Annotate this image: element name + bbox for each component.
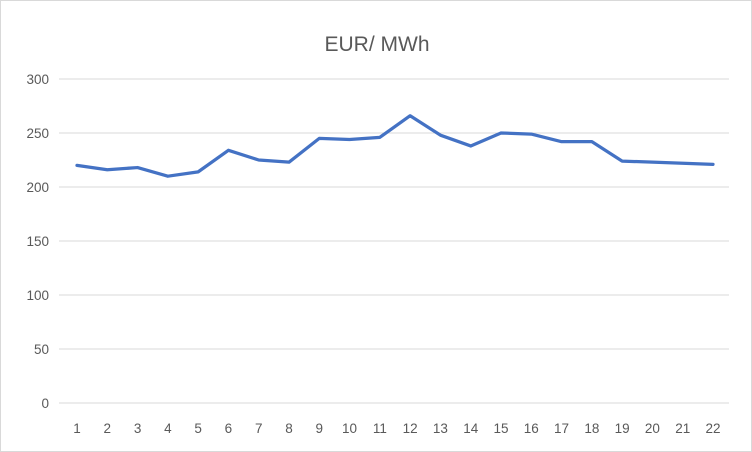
x-tick-label: 18 <box>584 421 599 436</box>
y-tick-label: 250 <box>26 126 49 141</box>
x-tick-label: 14 <box>463 421 479 436</box>
x-tick-label: 16 <box>524 421 539 436</box>
chart-title: EUR/ MWh <box>325 33 430 56</box>
x-tick-label: 17 <box>554 421 569 436</box>
x-tick-label: 11 <box>373 421 387 436</box>
y-tick-label: 150 <box>26 234 49 249</box>
x-tick-label: 13 <box>433 421 448 436</box>
x-tick-label: 21 <box>675 421 690 436</box>
gridlines-group <box>59 78 729 404</box>
y-axis-labels-group: 0 50 100 150 200 250 300 <box>26 72 49 411</box>
y-tick-label: 300 <box>26 72 49 87</box>
x-tick-label: 20 <box>645 421 660 436</box>
x-tick-label: 19 <box>615 421 630 436</box>
x-tick-label: 7 <box>255 421 263 436</box>
x-axis-labels-group: 1 2 3 4 5 6 7 8 9 10 11 12 13 14 15 16 17 18 19 20 21 22 <box>73 421 720 436</box>
x-tick-label: 12 <box>403 421 418 436</box>
x-tick-label: 10 <box>342 421 357 436</box>
y-tick-label: 200 <box>26 180 49 195</box>
x-tick-label: 5 <box>194 421 202 436</box>
x-tick-label: 9 <box>316 421 324 436</box>
x-tick-label: 22 <box>705 421 720 436</box>
x-tick-label: 3 <box>134 421 142 436</box>
x-tick-label: 6 <box>225 421 233 436</box>
series-group <box>75 114 715 178</box>
y-tick-label: 50 <box>34 342 49 357</box>
x-tick-label: 1 <box>73 421 81 436</box>
x-tick-label: 4 <box>164 421 172 436</box>
y-tick-label: 0 <box>41 396 49 411</box>
price-line <box>75 114 715 178</box>
x-tick-label: 15 <box>493 421 508 436</box>
y-tick-label: 100 <box>26 288 49 303</box>
x-tick-label: 8 <box>285 421 293 436</box>
x-tick-label: 2 <box>104 421 112 436</box>
